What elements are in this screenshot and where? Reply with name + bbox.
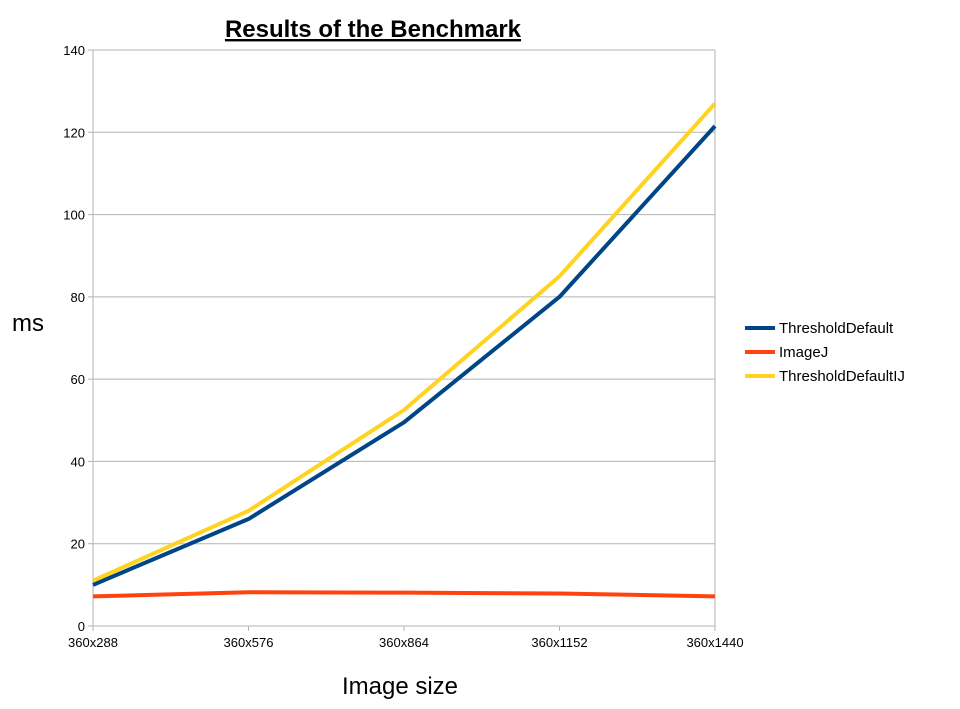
x-axis-ticks: 360x288 360x576 360x864 360x1152 360x1440 xyxy=(68,626,744,650)
y-axis-label: ms xyxy=(12,310,44,337)
x-axis-label: Image size xyxy=(342,673,458,700)
legend-label: ThresholdDefaultIJ xyxy=(779,368,905,385)
y-tick-label: 60 xyxy=(71,372,85,387)
y-tick-label: 120 xyxy=(63,125,85,140)
x-tick-label: 360x1152 xyxy=(531,635,587,650)
y-tick-label: 140 xyxy=(63,43,85,58)
legend-label: ImageJ xyxy=(779,344,828,361)
series-line-thresholddefault xyxy=(92,124,717,587)
y-tick-label: 80 xyxy=(71,290,85,305)
series-line-imagej xyxy=(92,590,716,599)
legend: ThresholdDefault ImageJ ThresholdDefaultIJ xyxy=(745,320,905,385)
x-tick-label: 360x288 xyxy=(68,635,118,650)
chart-title: Results of the Benchmark xyxy=(225,16,522,43)
y-tick-label: 40 xyxy=(71,454,85,469)
x-tick-label: 360x576 xyxy=(224,635,274,650)
gridlines xyxy=(92,49,716,627)
legend-label: ThresholdDefault xyxy=(779,320,894,337)
y-axis-ticks: 0 20 40 60 80 100 120 140 xyxy=(63,43,93,634)
y-tick-label: 0 xyxy=(78,619,85,634)
x-tick-label: 360x864 xyxy=(379,635,429,650)
y-tick-label: 20 xyxy=(71,537,85,552)
y-tick-label: 100 xyxy=(63,208,85,223)
series-line-thresholddefaultij xyxy=(92,102,717,583)
x-tick-label: 360x1440 xyxy=(686,635,743,650)
series-lines xyxy=(92,102,717,599)
